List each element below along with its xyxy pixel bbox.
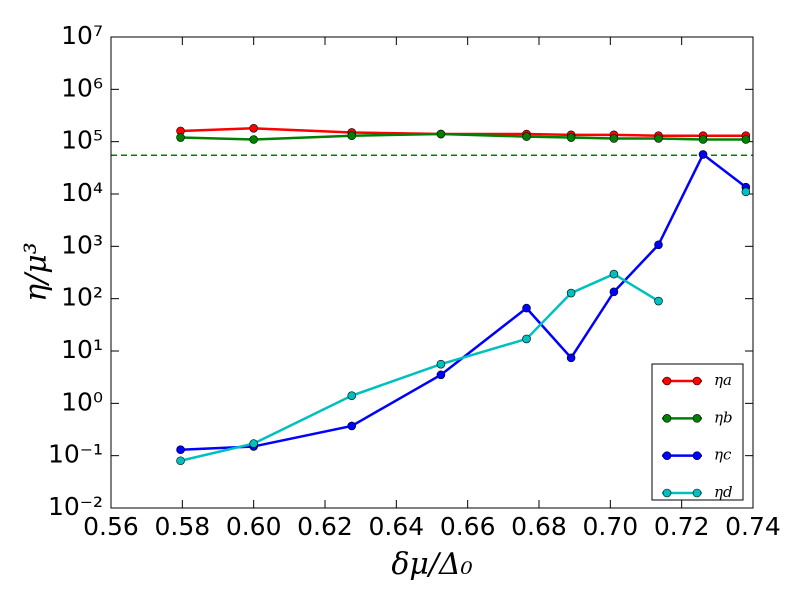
data-point xyxy=(609,134,619,143)
y-tick-label: 10⁴ xyxy=(61,178,103,207)
data-point xyxy=(522,334,531,344)
legend-marker xyxy=(692,451,702,460)
plot-frame xyxy=(110,36,754,509)
x-tick-label: 0.58 xyxy=(154,512,210,541)
data-point xyxy=(347,391,357,400)
data-point xyxy=(176,445,185,455)
data-point xyxy=(249,124,258,133)
legend-marker xyxy=(662,451,672,460)
series-line xyxy=(180,152,747,451)
x-tick-label: 0.66 xyxy=(440,512,496,541)
x-axis-label: δμ/Δ₀ xyxy=(391,547,472,582)
data-point xyxy=(741,187,751,197)
legend-label: ηd xyxy=(714,483,733,501)
series-line xyxy=(180,272,660,462)
y-tick-label: 10³ xyxy=(61,230,103,259)
legend-marker xyxy=(692,488,702,498)
x-tick-label: 0.68 xyxy=(511,512,567,541)
data-point xyxy=(347,131,357,141)
data-point xyxy=(522,303,531,313)
y-tick-label: 10⁷ xyxy=(61,21,103,50)
legend-marker xyxy=(692,376,702,386)
data-point xyxy=(347,421,357,431)
legend-marker xyxy=(662,488,672,498)
data-point xyxy=(741,135,751,144)
legend-marker xyxy=(692,414,702,423)
y-tick-label: 10⁵ xyxy=(61,126,103,155)
x-tick-label: 0.56 xyxy=(83,512,139,541)
y-tick-label: 10² xyxy=(61,283,103,312)
x-tick-label: 0.64 xyxy=(368,512,424,541)
series-line xyxy=(180,132,746,141)
y-axis-label: η/μ³ xyxy=(19,242,54,302)
data-point xyxy=(176,133,185,142)
x-tick-label: 0.72 xyxy=(654,512,710,541)
legend-box xyxy=(651,363,744,501)
x-tick-label: 0.74 xyxy=(725,512,781,541)
y-tick-label: 10⁶ xyxy=(61,73,103,102)
legend-label: ηa xyxy=(714,371,732,389)
x-tick-label: 0.62 xyxy=(297,512,353,541)
data-point xyxy=(249,439,258,448)
data-point xyxy=(566,288,576,298)
data-point xyxy=(654,296,663,306)
x-tick-label: 0.70 xyxy=(582,512,638,541)
data-point xyxy=(698,135,708,144)
series-line xyxy=(180,127,746,137)
data-point xyxy=(698,150,708,159)
data-point xyxy=(566,133,576,142)
data-point xyxy=(249,135,258,144)
y-tick-label: 10⁻¹ xyxy=(48,440,103,469)
data-point xyxy=(609,269,619,279)
legend-marker xyxy=(662,376,672,386)
y-tick-label: 10¹ xyxy=(61,335,103,364)
data-point xyxy=(609,287,619,297)
data-point xyxy=(436,370,446,380)
y-tick-label: 10⁰ xyxy=(61,387,103,416)
legend-label: ηb xyxy=(714,408,733,426)
y-tick-label: 10⁻² xyxy=(48,492,103,521)
data-point xyxy=(436,129,446,139)
data-point xyxy=(566,353,576,363)
data-point xyxy=(176,456,185,466)
data-point xyxy=(654,134,663,143)
x-tick-label: 0.60 xyxy=(226,512,282,541)
data-point xyxy=(436,359,446,369)
data-point xyxy=(522,132,531,141)
legend-marker xyxy=(662,414,672,423)
data-point xyxy=(654,240,663,250)
legend-label: ηc xyxy=(714,446,732,464)
